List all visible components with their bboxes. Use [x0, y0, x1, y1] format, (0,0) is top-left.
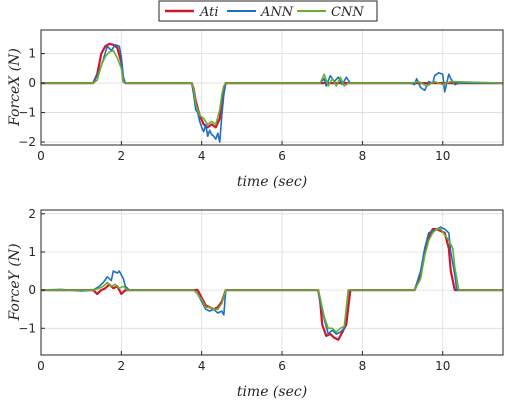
forcex-y-axis-label: ForceX (N)	[7, 48, 23, 127]
forcex-xtick-label-2: 4	[198, 149, 206, 163]
forcex-xtick-label-5: 10	[435, 149, 450, 163]
legend-label-cnn: CNN	[331, 5, 364, 20]
forcex-x-ticks: 0 2 4 6 8 10	[37, 141, 450, 163]
forcex-x-axis-label: time (sec)	[237, 174, 307, 190]
legend-label-ann: ANN	[260, 5, 294, 20]
forcey-ytick-label-0: −1	[18, 321, 36, 335]
forcey-y-ticks: −1 0 1 2	[18, 207, 45, 335]
forcex-chart: 0 2 4 6 8 10 −2 −1 0 1 time (sec) ForceX (N)	[7, 29, 504, 190]
forcex-xtick-label-0: 0	[37, 149, 45, 163]
forcey-series-group	[40, 226, 503, 341]
forcex-ytick-label-1: −1	[18, 106, 36, 120]
forcey-xtick-label-3: 6	[278, 359, 286, 373]
legend: Ati ANN CNN	[158, 0, 378, 22]
forcey-axes-box	[40, 209, 504, 356]
forcex-xtick-label-4: 8	[359, 149, 367, 163]
forcey-ytick-label-3: 2	[28, 207, 36, 221]
forcex-xtick-label-1: 2	[118, 149, 126, 163]
forcex-series-group	[41, 42, 504, 143]
forcey-plot-area	[41, 210, 503, 355]
forcey-ytick-label-1: 0	[28, 283, 36, 297]
forcey-series-cnn	[41, 228, 503, 333]
forcex-xtick-label-3: 6	[278, 149, 286, 163]
forcex-series-cnn	[41, 49, 504, 126]
forcex-plot-area	[41, 30, 503, 145]
legend-box	[158, 0, 378, 22]
forcey-xtick-label-0: 0	[37, 359, 45, 373]
forcex-y-ticks: −2 −1 0 1	[18, 47, 45, 149]
forcey-y-axis-label: ForceY (N)	[7, 243, 23, 321]
forcey-x-axis-label: time (sec)	[237, 384, 307, 400]
forcey-xtick-label-1: 2	[118, 359, 126, 373]
forcex-ytick-label-2: 0	[28, 76, 36, 90]
forcey-ytick-label-2: 1	[28, 245, 36, 259]
forcey-xtick-label-5: 10	[435, 359, 450, 373]
legend-label-ati: Ati	[199, 5, 219, 20]
forcey-xtick-label-2: 4	[198, 359, 206, 373]
forcey-chart: 0 2 4 6 8 10 −1 0 1 2 time (sec) ForceY (N)	[7, 207, 504, 400]
forcex-axes-box	[40, 29, 504, 146]
forcey-x-ticks: 0 2 4 6 8 10	[37, 351, 450, 373]
forcey-xtick-label-4: 8	[359, 359, 367, 373]
forcex-ytick-label-0: −2	[18, 135, 36, 149]
forcex-ytick-label-3: 1	[28, 47, 36, 61]
